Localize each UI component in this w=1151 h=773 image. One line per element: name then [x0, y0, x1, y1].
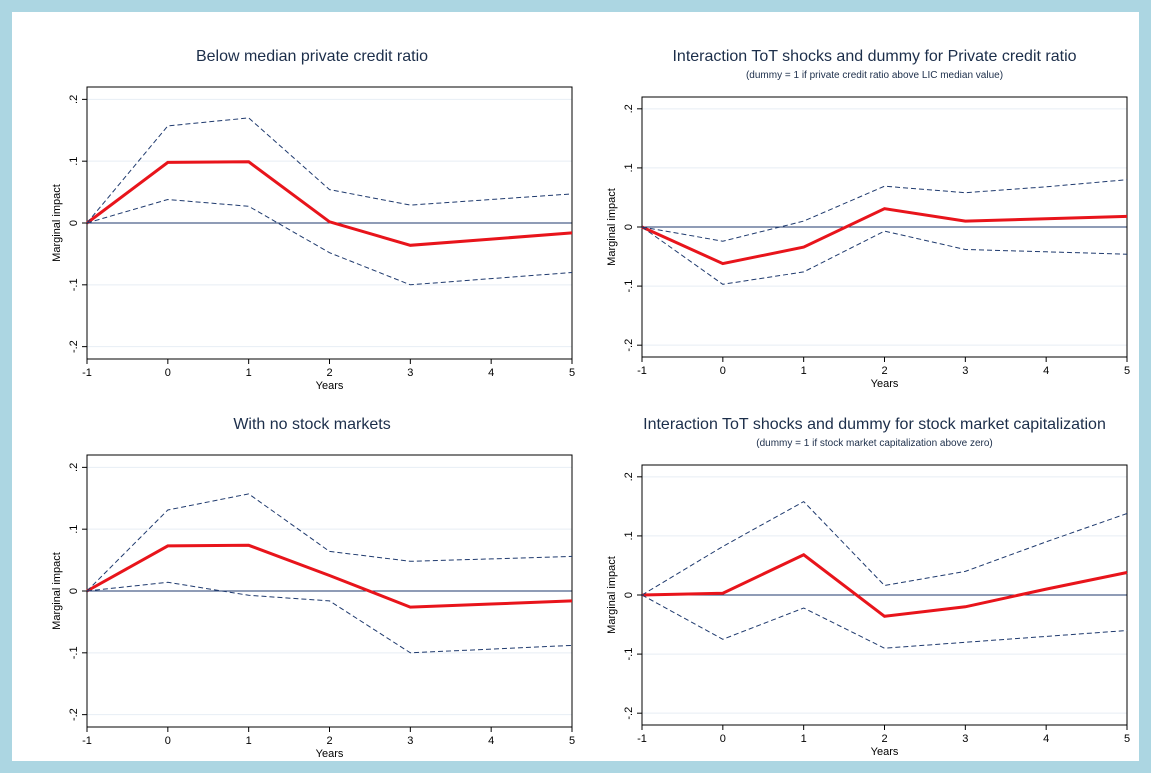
- x-tick-label: 2: [326, 735, 332, 747]
- x-tick-label: 4: [488, 367, 494, 379]
- x-tick-label: 1: [801, 733, 807, 745]
- lower-band-line: [86, 198, 573, 286]
- y-axis-label: Marginal impact: [51, 552, 63, 630]
- y-tick-label: .2: [68, 463, 80, 472]
- x-tick-label: 5: [1124, 365, 1130, 377]
- panel-top-left: Below median private credit ratio -1 0 1 2 3…: [42, 42, 582, 397]
- x-tick-label: 2: [881, 733, 887, 745]
- panel-title: Below median private credit ratio: [195, 48, 429, 65]
- lower-band-line: [641, 226, 1128, 285]
- x-tick-label: 2: [326, 367, 332, 379]
- estimate-line: [641, 553, 1128, 618]
- x-tick-label: -1: [637, 365, 647, 377]
- y-axis-label: Marginal impact: [606, 556, 618, 634]
- x-axis-label: Years: [871, 378, 899, 390]
- y-tick-label: 0: [623, 592, 635, 598]
- y-tick-label: 0: [623, 224, 635, 230]
- y-tick-label: -.1: [68, 278, 80, 291]
- x-tick-label: 3: [962, 365, 968, 377]
- x-tick-label: -1: [637, 733, 647, 745]
- line-chart: -1 0 1 2 3 4 5 Years -.2 -.1 0 .1 .2 Marginal impact: [51, 86, 575, 392]
- x-tick-label: 5: [569, 735, 575, 747]
- estimate-line: [641, 207, 1128, 266]
- x-axis-label: Years: [316, 748, 344, 760]
- y-tick-label: .1: [623, 163, 635, 172]
- panel-title: With no stock markets: [233, 416, 391, 433]
- y-tick-label: -.2: [623, 707, 635, 720]
- x-tick-label: 0: [165, 735, 171, 747]
- panel-subtitle: (dummy = 1 if private credit ratio above…: [745, 70, 1004, 81]
- x-tick-label: 1: [246, 367, 252, 379]
- x-tick-label: 1: [801, 365, 807, 377]
- y-tick-label: -.1: [623, 280, 635, 293]
- x-tick-label: 3: [407, 367, 413, 379]
- y-tick-label: .2: [623, 472, 635, 481]
- x-axis-label: Years: [316, 380, 344, 392]
- x-tick-label: 4: [1043, 365, 1049, 377]
- panel-top-right: Interaction ToT shocks and dummy for Pri…: [597, 42, 1151, 397]
- panel-title: Interaction ToT shocks and dummy for sto…: [643, 416, 1106, 433]
- x-tick-label: -1: [82, 735, 92, 747]
- y-tick-label: -.1: [68, 646, 80, 659]
- y-tick-label: 0: [68, 220, 80, 226]
- x-tick-label: 2: [881, 365, 887, 377]
- upper-band-line: [86, 493, 573, 592]
- y-tick-label: -.2: [68, 708, 80, 721]
- y-tick-label: .2: [68, 95, 80, 104]
- y-tick-label: -.1: [623, 648, 635, 661]
- y-tick-label: .1: [623, 531, 635, 540]
- y-tick-label: 0: [68, 588, 80, 594]
- x-tick-label: 4: [1043, 733, 1049, 745]
- x-tick-label: -1: [82, 367, 92, 379]
- x-tick-label: 5: [569, 367, 575, 379]
- lower-band-line: [641, 594, 1128, 649]
- upper-band-line: [641, 500, 1128, 596]
- panel-title: Interaction ToT shocks and dummy for Pri…: [672, 48, 1077, 65]
- x-tick-label: 3: [407, 735, 413, 747]
- line-chart: -1 0 1 2 3 4 5 Years -.2 -.1 0 .1 .2 Marginal impact: [606, 464, 1130, 758]
- line-chart: -1 0 1 2 3 4 5 Years -.2 -.1 0 .1 .2 Marginal impact: [51, 454, 575, 760]
- y-tick-label: -.2: [68, 340, 80, 353]
- x-tick-label: 0: [165, 367, 171, 379]
- y-tick-label: .2: [623, 104, 635, 113]
- x-tick-label: 1: [246, 735, 252, 747]
- x-tick-label: 0: [720, 733, 726, 745]
- panel-bottom-left: With no stock markets -1 0 1 2 3 4 5 Years -.2 -.…: [42, 410, 582, 765]
- x-tick-label: 0: [720, 365, 726, 377]
- y-tick-label: -.2: [623, 339, 635, 352]
- y-tick-label: .1: [68, 525, 80, 534]
- x-tick-label: 5: [1124, 733, 1130, 745]
- x-tick-label: 3: [962, 733, 968, 745]
- panel-subtitle: (dummy = 1 if stock market capitalizatio…: [756, 438, 993, 449]
- estimate-line: [86, 543, 573, 609]
- y-axis-label: Marginal impact: [606, 188, 618, 266]
- y-axis-label: Marginal impact: [51, 184, 63, 262]
- upper-band-line: [641, 179, 1128, 242]
- line-chart: -1 0 1 2 3 4 5 Years -.2 -.1 0 .1 .2 Marginal impact: [606, 96, 1130, 390]
- x-tick-label: 4: [488, 735, 494, 747]
- upper-band-line: [86, 117, 573, 224]
- x-axis-label: Years: [871, 746, 899, 758]
- lower-band-line: [86, 581, 573, 654]
- y-tick-label: .1: [68, 157, 80, 166]
- estimate-line: [86, 160, 573, 247]
- panel-bottom-right: Interaction ToT shocks and dummy for sto…: [597, 410, 1151, 765]
